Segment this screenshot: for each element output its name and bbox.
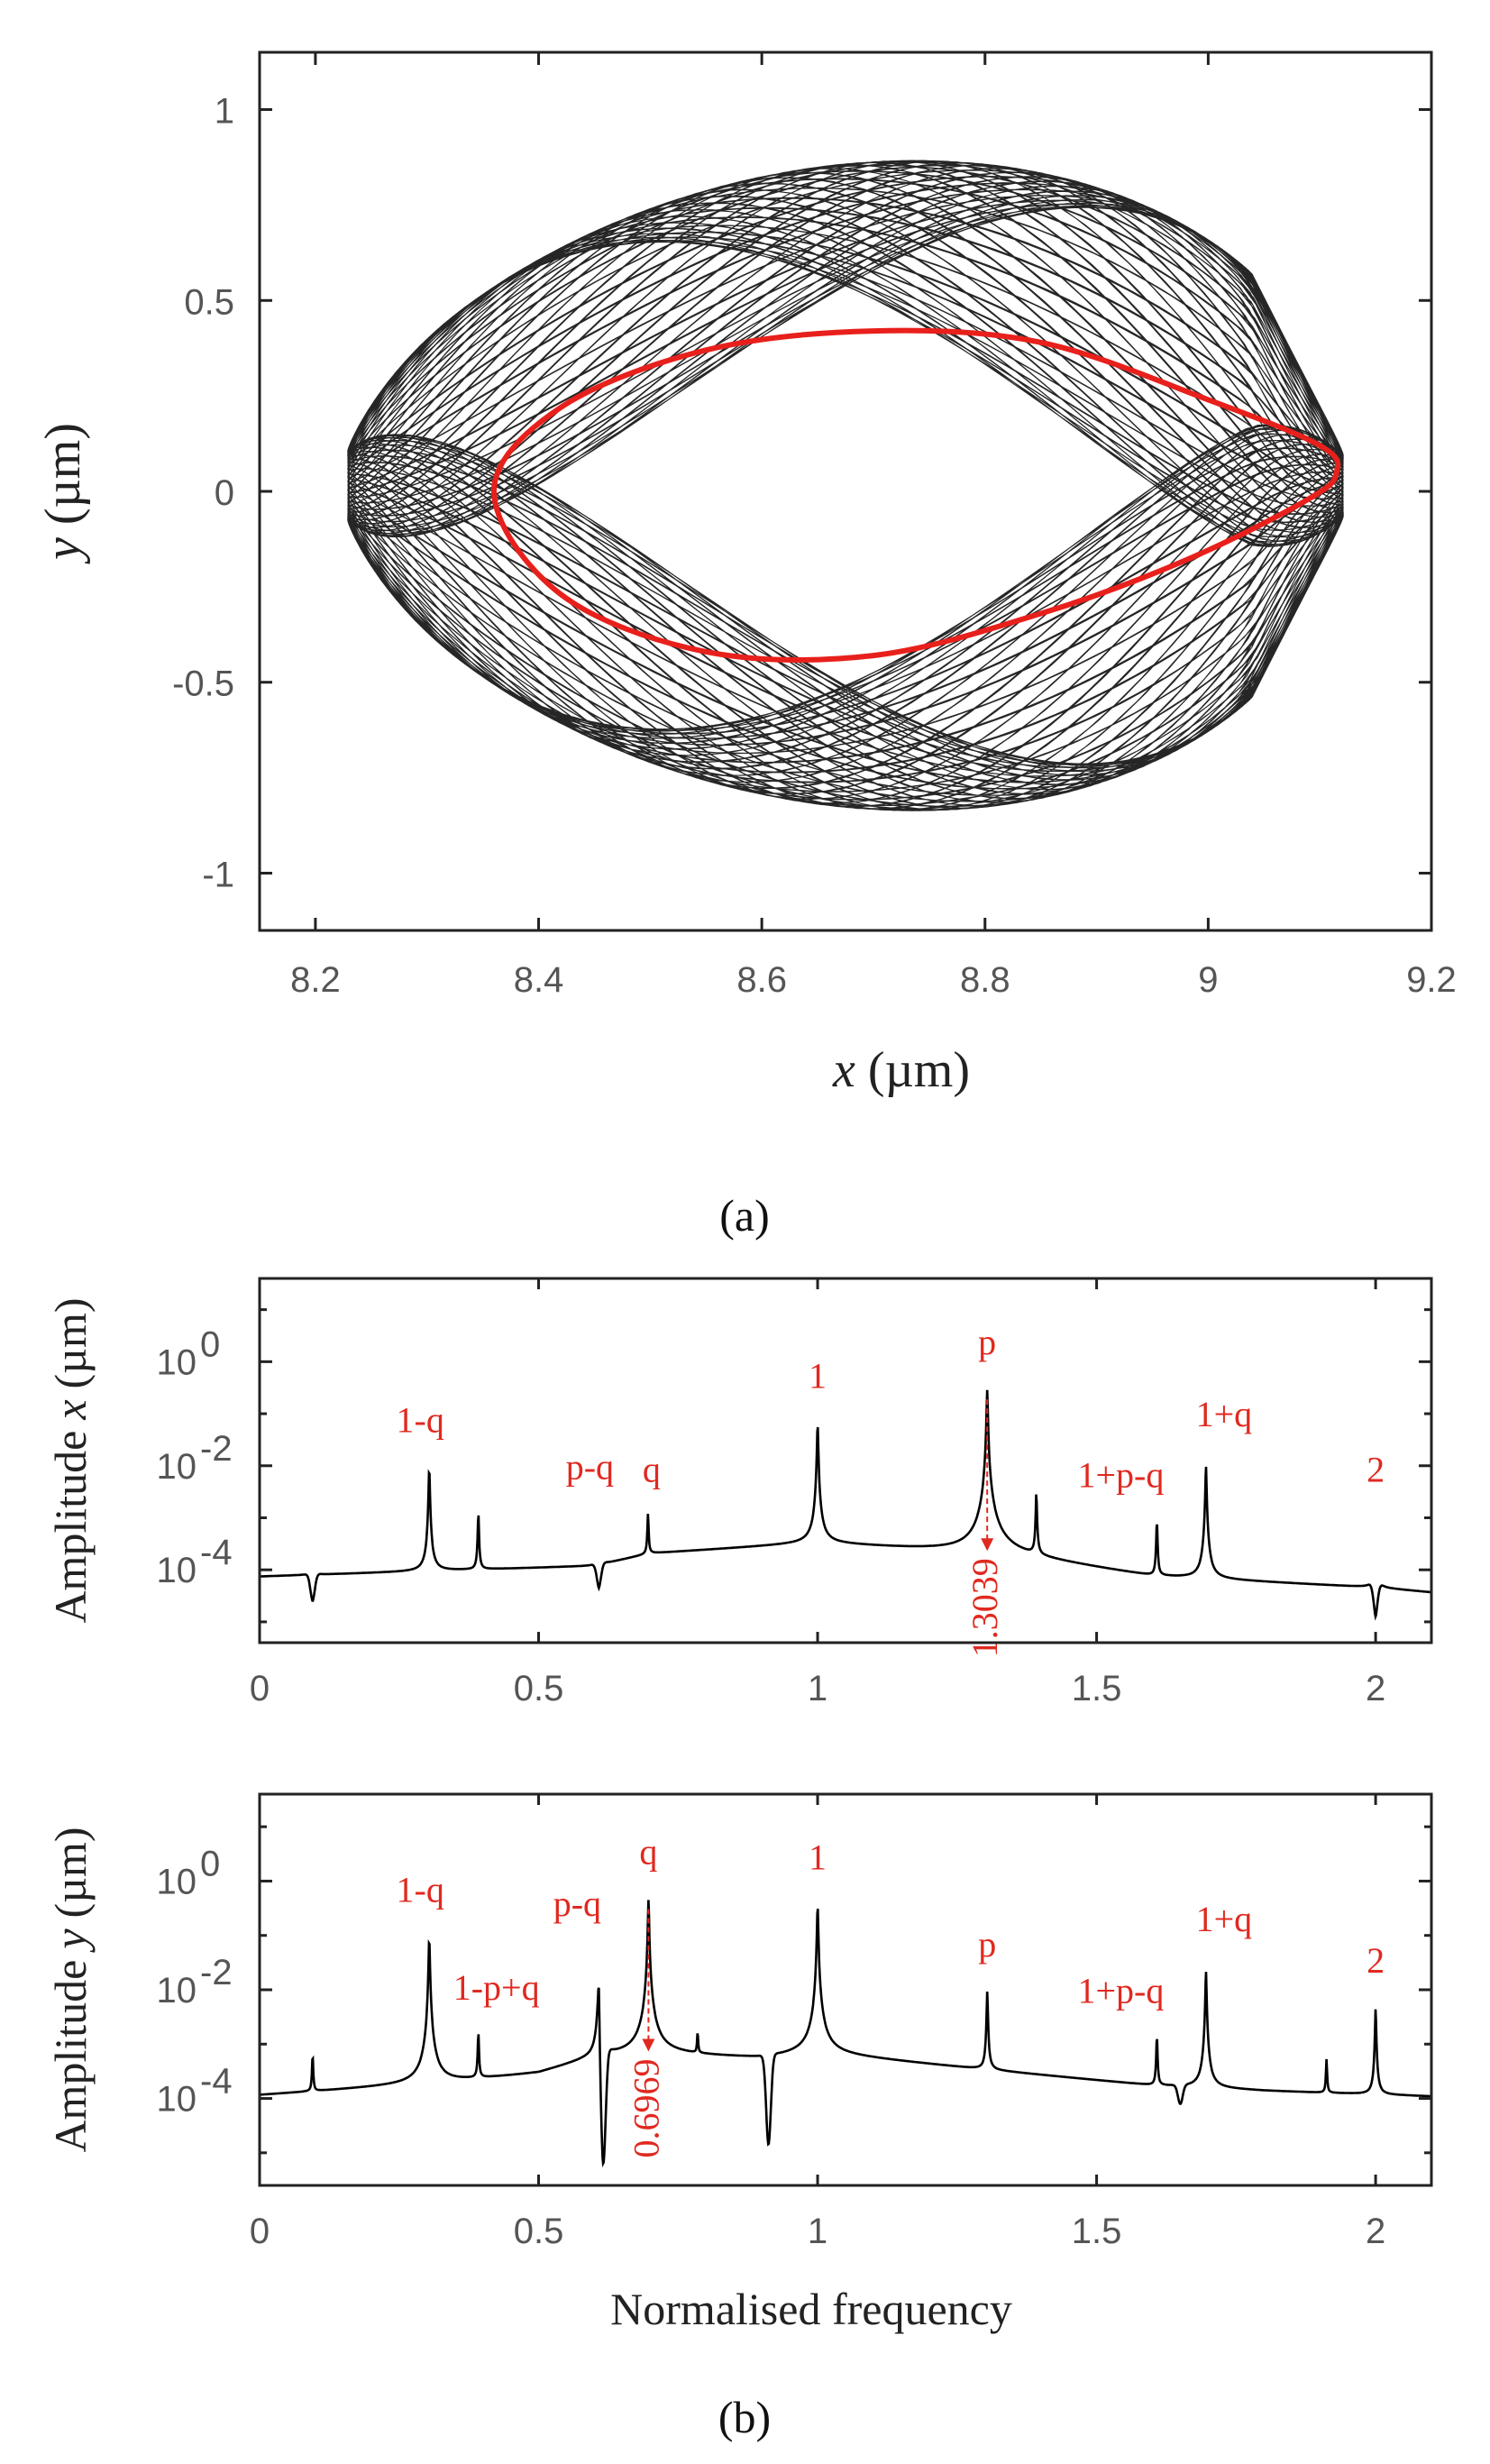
orbit-x-tick-label: 8.2 xyxy=(290,960,341,1000)
spectrum-y-annotation-arrow xyxy=(642,2038,655,2052)
spectrum-x-peak-label: 1-q xyxy=(397,1400,444,1441)
spectrum-y-x-tick-label: 0 xyxy=(250,2212,270,2251)
spectrum-y-peak-label: 1 xyxy=(809,1837,827,1878)
spectrum-x-y-tick-label: 10 xyxy=(157,1551,197,1590)
spectrum-y-y-tick-label: 10 xyxy=(157,1862,197,1901)
spectrum-y-data: 1-q 1-p+q p-q q 1 p 1+p-q 1+q 2 0.6969 xyxy=(260,1832,1431,2168)
spectrum-y-x-tick-label: 0.5 xyxy=(514,2212,564,2251)
orbit-x-tick-label: 8.8 xyxy=(960,960,1010,1000)
spectrum-y-series xyxy=(260,1900,1431,2168)
spectrum-y-plot: 1-q1-p+qp-qq 1p1+p-q1+q20.6969 0 0.5 1 1.5 21… xyxy=(45,1792,1433,2442)
spectrum-y-peak-label: 1+q xyxy=(1196,1899,1253,1939)
spectrum-x-y-tick-base: 10 xyxy=(157,1551,197,1590)
spectrum-x-peak-label: q xyxy=(643,1449,661,1489)
spectrum-x-peak-label: p-q xyxy=(566,1447,614,1488)
spectrum-y-y-tick-base: 10 xyxy=(157,1971,197,2011)
spectrum-x-peak-label: 1+q xyxy=(1196,1394,1253,1434)
spectrum-y-peak-label: p-q xyxy=(553,1883,601,1924)
orbit-ticks: 8.2 8.4 8.6 8.8 9 9.2 -1 -0.5 0 0.5 1 xyxy=(172,52,1457,1000)
spectrum-x-x-tick-label: 2 xyxy=(1366,1669,1385,1708)
spectrum-x-axis-label: Normalised frequency xyxy=(610,2284,1012,2334)
panel-label-b: (b) xyxy=(718,2392,771,2442)
spectrum-x-annotation-value: 1.3039 xyxy=(964,1558,1005,1657)
spectrum-y-y-tick-exponent: 0 xyxy=(200,1844,220,1883)
spectrum-y-x-tick-label: 2 xyxy=(1366,2212,1385,2251)
spectrum-x-y-tick-label: 10 xyxy=(157,1447,197,1487)
spectrum-x-y-axis-label: Amplitudex(µm) xyxy=(45,1297,96,1623)
spectrum-x-y-tick-exponent: 0 xyxy=(200,1324,220,1364)
spectrum-x-data: 1-q p-q q 1 p 1+p-q 1+q 2 1.3039 xyxy=(260,1322,1431,1657)
orbit-y-tick-label: -1 xyxy=(202,855,234,894)
spectrum-y-y-tick-exponent: -2 xyxy=(200,1953,233,1992)
spectrum-y-y-tick-exponent: -4 xyxy=(200,2062,233,2102)
orbit-y-tick-label: 1 xyxy=(215,92,234,132)
orbit-plot: 8.2 8.4 8.6 8.8 9 9.2-1-0.500.51 x (µm) y(µm) … xyxy=(35,50,1457,1241)
spectrum-y-y-tick-label: 10 xyxy=(157,1971,197,2011)
spectrum-x-x-tick-label: 1 xyxy=(808,1669,827,1708)
spectrum-y-peak-label: 1+p-q xyxy=(1077,1970,1164,2011)
spectrum-x-y-tick-base: 10 xyxy=(157,1447,197,1487)
spectrum-x-annotation-arrow xyxy=(981,1538,994,1552)
orbit-periodic-series xyxy=(490,327,1341,663)
spectrum-y-peak-label: 1-p+q xyxy=(453,1967,540,2008)
spectrum-x-y-tick-base: 10 xyxy=(157,1342,197,1382)
spectrum-x-y-tick-exponent: -4 xyxy=(200,1533,233,1572)
orbit-x-axis-label: x (µm) xyxy=(832,1042,970,1098)
spectrum-y-y-tick-label: 10 xyxy=(157,2080,197,2120)
orbit-quasi-periodic-series xyxy=(347,160,1344,811)
spectrum-y-y-axis-label: Amplitudey(µm) xyxy=(45,1827,96,2152)
spectrum-x-peak-label: 1 xyxy=(809,1356,827,1397)
orbit-y-axis-label: y(µm) xyxy=(35,423,91,564)
spectrum-y-peak-label: 2 xyxy=(1367,1940,1385,1981)
spectrum-y-x-tick-label: 1 xyxy=(808,2212,827,2251)
spectrum-x-peak-label: p xyxy=(978,1322,996,1362)
spectrum-x-peak-label: 1+p-q xyxy=(1077,1454,1164,1495)
spectrum-y-y-tick-base: 10 xyxy=(157,2080,197,2120)
orbit-x-tick-label: 9.2 xyxy=(1406,960,1457,1000)
spectrum-x-series xyxy=(260,1389,1431,1621)
orbit-data xyxy=(347,160,1344,811)
orbit-y-tick-label: 0.5 xyxy=(184,282,234,322)
orbit-x-tick-label: 8.6 xyxy=(736,960,787,1000)
spectrum-x-frame xyxy=(258,1277,1433,1644)
spectrum-x-peak-label: 2 xyxy=(1367,1449,1385,1489)
spectrum-y-peak-label: p xyxy=(978,1924,996,1965)
spectrum-x-x-tick-label: 0 xyxy=(250,1669,270,1708)
orbit-x-tick-label: 8.4 xyxy=(514,960,564,1000)
spectrum-y-annotation-value: 0.6969 xyxy=(626,2059,666,2158)
orbit-x-tick-label: 9 xyxy=(1198,960,1218,1000)
spectrum-y-peak-label: q xyxy=(639,1832,657,1873)
spectrum-x-y-tick-exponent: -2 xyxy=(200,1429,233,1469)
spectrum-x-y-tick-label: 10 xyxy=(157,1342,197,1382)
spectrum-y-peak-label: 1-q xyxy=(397,1870,444,1910)
spectrum-x-x-tick-label: 0.5 xyxy=(514,1669,564,1708)
panel-label-a: (a) xyxy=(719,1190,770,1241)
spectrum-y-y-tick-base: 10 xyxy=(157,1862,197,1901)
spectrum-x-x-tick-label: 1.5 xyxy=(1072,1669,1122,1708)
orbit-y-tick-label: -0.5 xyxy=(172,664,234,704)
spectrum-y-x-tick-label: 1.5 xyxy=(1072,2212,1122,2251)
orbit-y-tick-label: 0 xyxy=(215,473,234,513)
